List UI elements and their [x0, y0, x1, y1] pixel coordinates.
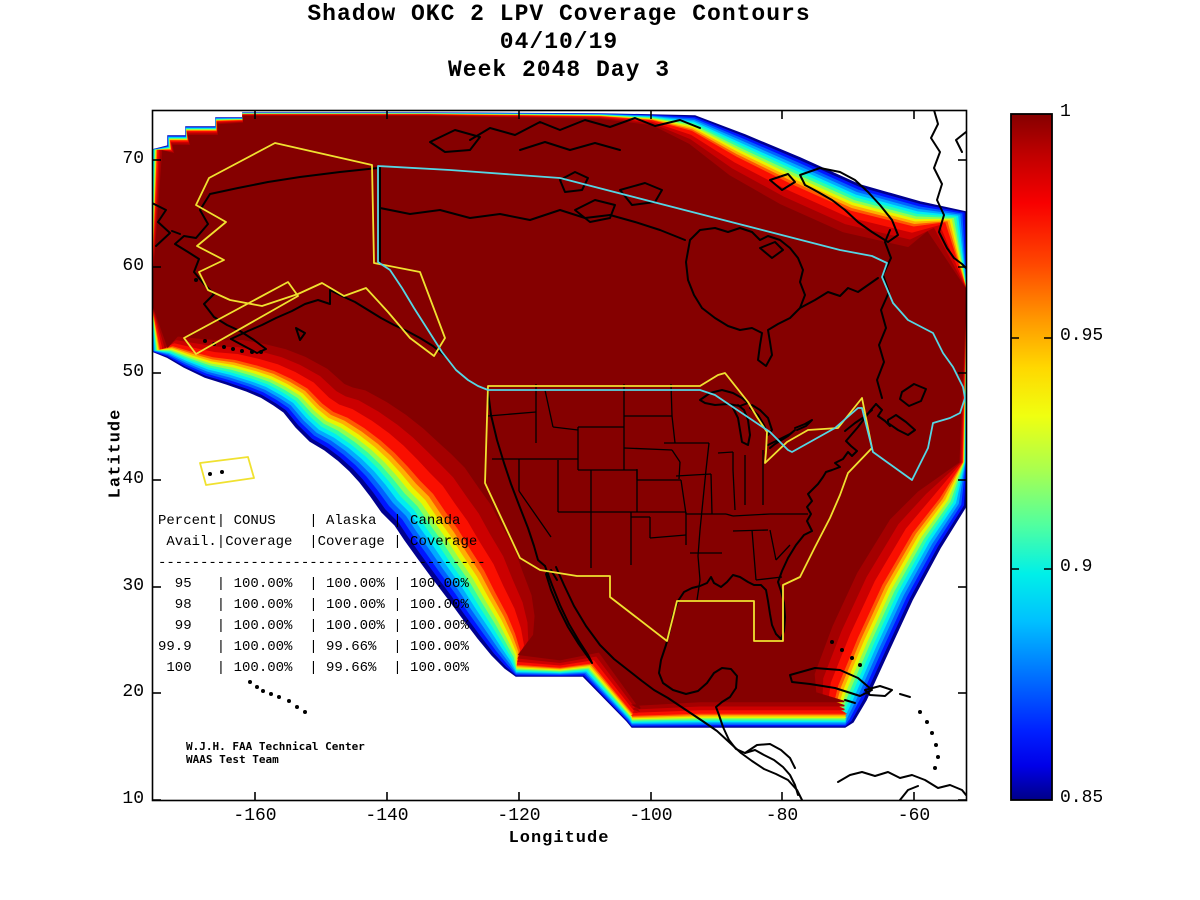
coverage-contours — [152, 112, 967, 728]
x-tick-label: -60 — [897, 806, 931, 826]
x-axis-label: Longitude — [508, 829, 610, 848]
canada-service-boundary — [377, 165, 966, 481]
credit-text: W.J.H. FAA Technical Center WAAS Test Te… — [186, 740, 365, 766]
colorbar-tick-label: 0.85 — [1060, 788, 1104, 808]
y-tick-label: 10 — [122, 789, 144, 809]
state-borders — [487, 383, 808, 601]
x-tick-label: -120 — [497, 806, 541, 826]
page-title: Shadow OKC 2 LPV Coverage Contours — [307, 1, 811, 27]
x-tick-label: -100 — [629, 806, 673, 826]
y-tick-label: 20 — [122, 682, 144, 702]
y-tick-label: 60 — [122, 256, 144, 276]
x-tick-label: -80 — [765, 806, 799, 826]
colorbar-tick-label: 1 — [1060, 102, 1071, 122]
y-tick-label: 70 — [122, 149, 144, 169]
colorbar-tick-label: 0.9 — [1060, 557, 1093, 577]
y-tick-label: 40 — [122, 469, 144, 489]
title-week-day: Week 2048 Day 3 — [447, 57, 671, 83]
y-tick-label: 30 — [122, 576, 144, 596]
coastlines — [152, 110, 967, 801]
islands — [194, 278, 940, 770]
colorbar — [1010, 113, 1053, 801]
y-tick-label: 50 — [122, 362, 144, 382]
colorbar-tick-label: 0.95 — [1060, 326, 1104, 346]
conus-alaska-service-boundary — [183, 142, 873, 642]
x-tick-label: -160 — [233, 806, 277, 826]
title-date: 04/10/19 — [499, 29, 619, 55]
x-tick-label: -140 — [365, 806, 409, 826]
coverage-table: Percent| CONUS | Alaska | Canada Avail.|… — [158, 513, 486, 676]
axes-box — [151, 109, 968, 802]
y-axis-label: Latitude — [106, 408, 126, 499]
